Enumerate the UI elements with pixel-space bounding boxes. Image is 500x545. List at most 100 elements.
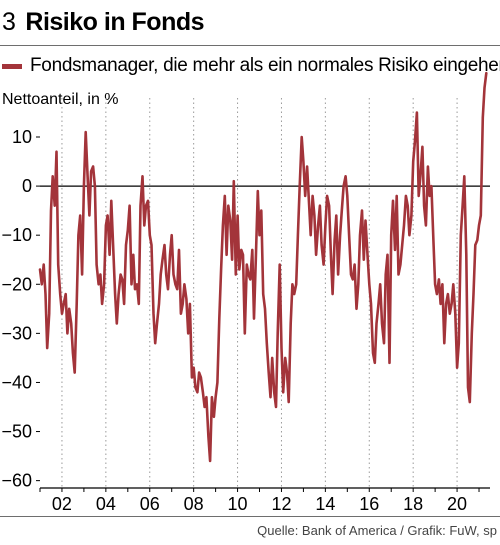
data-point bbox=[251, 249, 254, 251]
data-point bbox=[156, 322, 158, 325]
data-point bbox=[386, 253, 389, 256]
data-point bbox=[395, 195, 398, 197]
data-point bbox=[205, 396, 208, 399]
data-point bbox=[159, 273, 162, 276]
data-point bbox=[214, 396, 217, 399]
data-point bbox=[373, 361, 376, 364]
data-point bbox=[273, 391, 276, 394]
data-point bbox=[163, 244, 166, 246]
data-point bbox=[105, 224, 107, 227]
data-point bbox=[320, 244, 323, 246]
data-point bbox=[220, 268, 223, 271]
data-point bbox=[388, 361, 391, 364]
data-point bbox=[218, 317, 221, 320]
data-point bbox=[227, 204, 230, 207]
data-point bbox=[427, 165, 429, 168]
data-point bbox=[150, 244, 153, 246]
data-point bbox=[176, 288, 179, 291]
data-point bbox=[59, 293, 62, 295]
data-point bbox=[145, 204, 147, 207]
data-point bbox=[253, 317, 255, 320]
data-point bbox=[95, 263, 98, 266]
source-note: Quelle: Bank of America / Grafik: FuW, s… bbox=[257, 523, 497, 538]
data-point bbox=[293, 293, 296, 295]
data-point bbox=[209, 460, 212, 462]
data-point bbox=[148, 234, 151, 237]
data-point bbox=[115, 322, 118, 325]
data-point bbox=[130, 283, 133, 286]
data-point bbox=[330, 253, 332, 256]
data-point bbox=[108, 253, 111, 256]
data-point bbox=[287, 401, 290, 403]
data-point bbox=[319, 204, 321, 207]
data-point bbox=[249, 278, 252, 281]
y-tick-label: −30 bbox=[1, 323, 32, 343]
data-point bbox=[408, 234, 411, 237]
data-point bbox=[297, 234, 299, 237]
data-point bbox=[467, 386, 469, 389]
data-point bbox=[191, 376, 193, 379]
data-point bbox=[399, 263, 402, 266]
data-point bbox=[53, 204, 56, 207]
x-tick-label-14: 14 bbox=[315, 494, 335, 514]
data-point bbox=[472, 293, 475, 295]
data-point bbox=[39, 268, 41, 271]
data-point bbox=[180, 312, 182, 315]
data-point bbox=[309, 234, 312, 237]
data-point bbox=[403, 224, 405, 227]
data-point bbox=[381, 322, 383, 325]
data-point bbox=[79, 214, 82, 217]
data-point bbox=[181, 303, 184, 305]
data-point bbox=[134, 288, 136, 291]
data-point bbox=[125, 244, 127, 246]
x-tick-label-06: 06 bbox=[140, 494, 160, 514]
data-point bbox=[416, 111, 418, 114]
data-point bbox=[158, 303, 160, 305]
data-point bbox=[478, 224, 480, 227]
data-point bbox=[428, 195, 431, 197]
data-point bbox=[256, 190, 259, 192]
data-point bbox=[438, 278, 440, 281]
x-tick-label-12: 12 bbox=[271, 494, 291, 514]
data-point bbox=[344, 175, 347, 178]
data-point bbox=[368, 283, 371, 286]
data-point bbox=[361, 209, 363, 212]
data-point bbox=[485, 72, 488, 75]
legend-swatch bbox=[2, 63, 22, 69]
data-point bbox=[481, 116, 484, 119]
data-point bbox=[456, 366, 458, 369]
data-point bbox=[101, 303, 103, 305]
y-tick-label: −60 bbox=[1, 471, 32, 491]
data-point bbox=[86, 175, 89, 178]
data-point bbox=[121, 278, 124, 281]
x-tick-label-16: 16 bbox=[359, 494, 379, 514]
data-point bbox=[68, 307, 71, 310]
data-point bbox=[196, 391, 199, 394]
data-point bbox=[231, 258, 234, 261]
x-tick-label-10: 10 bbox=[228, 494, 248, 514]
data-point bbox=[463, 175, 466, 178]
data-point bbox=[211, 396, 213, 399]
x-tick-label-04: 04 bbox=[96, 494, 116, 514]
data-point bbox=[167, 288, 169, 291]
data-point bbox=[51, 175, 54, 178]
data-point bbox=[258, 234, 261, 237]
y-tick-label: 0 bbox=[22, 176, 32, 196]
data-point bbox=[200, 376, 202, 379]
data-point bbox=[333, 239, 336, 242]
data-point bbox=[112, 244, 114, 246]
data-point bbox=[213, 415, 215, 418]
data-point bbox=[240, 249, 243, 251]
data-point bbox=[447, 293, 449, 295]
data-point bbox=[282, 391, 285, 394]
data-point bbox=[304, 195, 307, 197]
data-point bbox=[254, 258, 257, 261]
data-point bbox=[269, 396, 272, 399]
data-point bbox=[410, 214, 413, 217]
data-point bbox=[394, 249, 396, 251]
data-point bbox=[302, 160, 305, 163]
chart-title-row: 3 Risiko in Fonds bbox=[2, 2, 205, 42]
x-tick-label-08: 08 bbox=[184, 494, 204, 514]
data-point bbox=[72, 352, 74, 354]
